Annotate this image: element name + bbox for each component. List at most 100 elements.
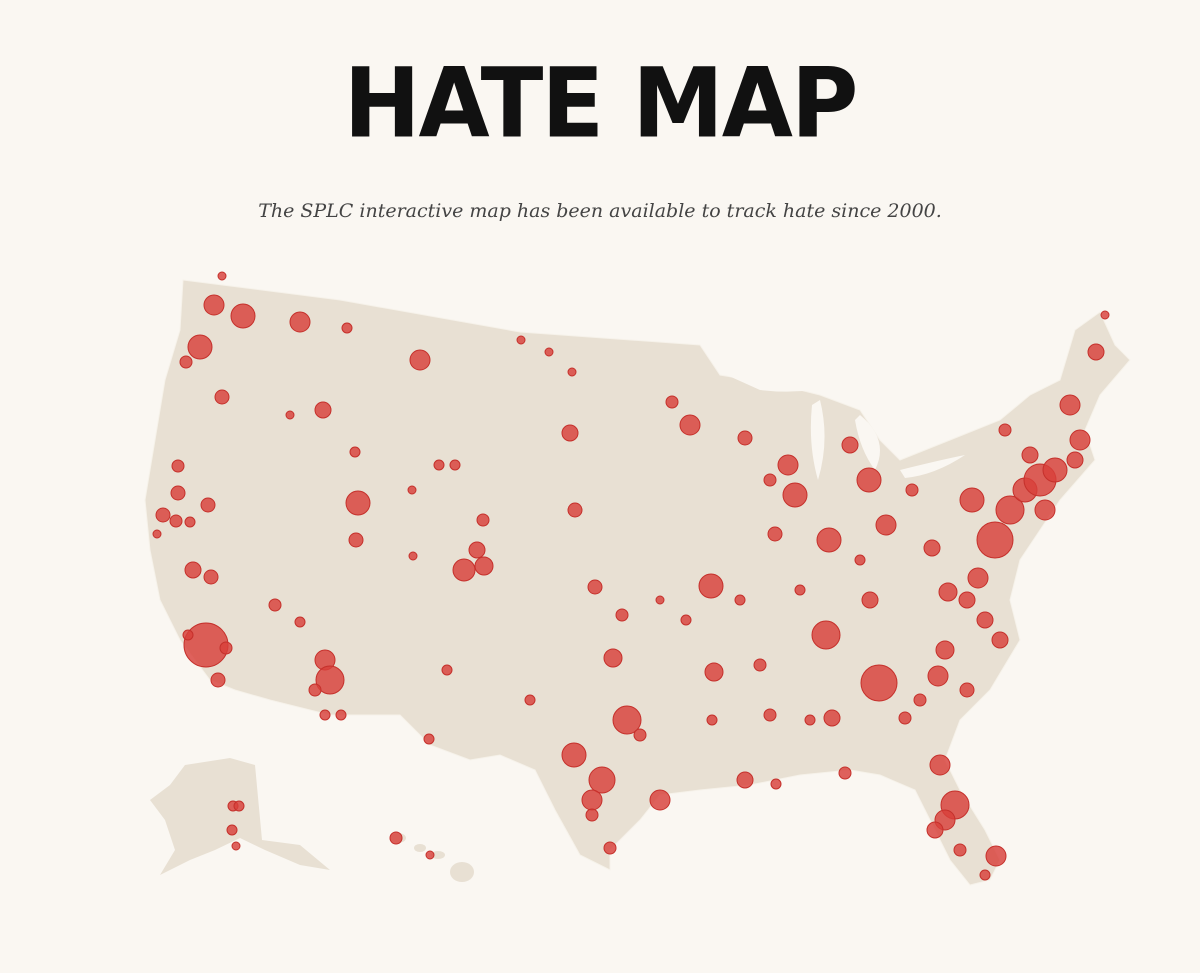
- marker[interactable]: [1100, 310, 1110, 320]
- marker[interactable]: [991, 631, 1009, 649]
- marker[interactable]: [649, 789, 671, 811]
- marker[interactable]: [409, 349, 431, 371]
- marker[interactable]: [524, 694, 536, 706]
- marker[interactable]: [231, 841, 241, 851]
- marker[interactable]: [289, 311, 311, 333]
- marker[interactable]: [861, 591, 879, 609]
- marker[interactable]: [704, 662, 724, 682]
- marker[interactable]: [1021, 446, 1039, 464]
- marker[interactable]: [308, 683, 322, 697]
- marker[interactable]: [348, 532, 364, 548]
- marker[interactable]: [698, 573, 724, 599]
- marker[interactable]: [603, 648, 623, 668]
- marker[interactable]: [449, 459, 461, 471]
- marker[interactable]: [794, 584, 806, 596]
- marker[interactable]: [516, 335, 526, 345]
- marker[interactable]: [782, 482, 808, 508]
- marker[interactable]: [203, 569, 219, 585]
- marker[interactable]: [926, 821, 944, 839]
- marker[interactable]: [1034, 499, 1056, 521]
- marker[interactable]: [184, 516, 196, 528]
- marker[interactable]: [1087, 343, 1105, 361]
- marker[interactable]: [476, 513, 490, 527]
- marker[interactable]: [777, 454, 799, 476]
- marker[interactable]: [389, 831, 403, 845]
- marker[interactable]: [567, 367, 577, 377]
- marker[interactable]: [935, 640, 955, 660]
- marker[interactable]: [217, 271, 227, 281]
- marker[interactable]: [959, 487, 985, 513]
- marker[interactable]: [734, 594, 746, 606]
- marker[interactable]: [170, 485, 186, 501]
- marker[interactable]: [425, 850, 435, 860]
- marker[interactable]: [561, 424, 579, 442]
- marker[interactable]: [923, 539, 941, 557]
- marker[interactable]: [441, 664, 453, 676]
- marker[interactable]: [938, 582, 958, 602]
- marker[interactable]: [152, 529, 162, 539]
- marker[interactable]: [856, 467, 882, 493]
- marker[interactable]: [633, 728, 647, 742]
- marker[interactable]: [474, 556, 494, 576]
- marker[interactable]: [927, 665, 949, 687]
- marker[interactable]: [1066, 451, 1084, 469]
- marker[interactable]: [169, 514, 183, 528]
- marker[interactable]: [665, 395, 679, 409]
- marker[interactable]: [811, 620, 841, 650]
- marker[interactable]: [804, 714, 816, 726]
- marker[interactable]: [214, 389, 230, 405]
- marker[interactable]: [581, 789, 603, 811]
- marker[interactable]: [875, 514, 897, 536]
- marker[interactable]: [567, 502, 583, 518]
- marker[interactable]: [588, 766, 616, 794]
- marker[interactable]: [680, 614, 692, 626]
- marker[interactable]: [285, 410, 295, 420]
- marker[interactable]: [770, 778, 782, 790]
- marker[interactable]: [341, 322, 353, 334]
- marker[interactable]: [985, 845, 1007, 867]
- marker[interactable]: [233, 800, 245, 812]
- marker[interactable]: [187, 334, 213, 360]
- marker[interactable]: [679, 414, 701, 436]
- marker[interactable]: [603, 841, 617, 855]
- marker[interactable]: [544, 347, 554, 357]
- marker[interactable]: [860, 664, 898, 702]
- marker[interactable]: [838, 766, 852, 780]
- marker[interactable]: [959, 682, 975, 698]
- marker[interactable]: [841, 436, 859, 454]
- marker[interactable]: [976, 611, 994, 629]
- marker[interactable]: [976, 521, 1014, 559]
- marker[interactable]: [433, 459, 445, 471]
- marker[interactable]: [967, 567, 989, 589]
- marker[interactable]: [995, 495, 1025, 525]
- marker[interactable]: [854, 554, 866, 566]
- marker[interactable]: [753, 658, 767, 672]
- marker[interactable]: [905, 483, 919, 497]
- marker[interactable]: [210, 672, 226, 688]
- marker[interactable]: [182, 629, 194, 641]
- marker[interactable]: [230, 303, 256, 329]
- marker[interactable]: [315, 665, 345, 695]
- marker[interactable]: [1059, 394, 1081, 416]
- marker[interactable]: [219, 641, 233, 655]
- marker[interactable]: [408, 551, 418, 561]
- marker[interactable]: [585, 808, 599, 822]
- marker[interactable]: [319, 709, 331, 721]
- marker[interactable]: [763, 473, 777, 487]
- marker[interactable]: [561, 742, 587, 768]
- marker[interactable]: [767, 526, 783, 542]
- marker[interactable]: [655, 595, 665, 605]
- marker[interactable]: [898, 711, 912, 725]
- marker[interactable]: [736, 771, 754, 789]
- marker[interactable]: [155, 507, 171, 523]
- marker[interactable]: [226, 824, 238, 836]
- marker[interactable]: [816, 527, 842, 553]
- marker[interactable]: [823, 709, 841, 727]
- marker[interactable]: [294, 616, 306, 628]
- marker[interactable]: [913, 693, 927, 707]
- marker[interactable]: [171, 459, 185, 473]
- marker[interactable]: [345, 490, 371, 516]
- marker[interactable]: [763, 708, 777, 722]
- marker[interactable]: [349, 446, 361, 458]
- marker[interactable]: [268, 598, 282, 612]
